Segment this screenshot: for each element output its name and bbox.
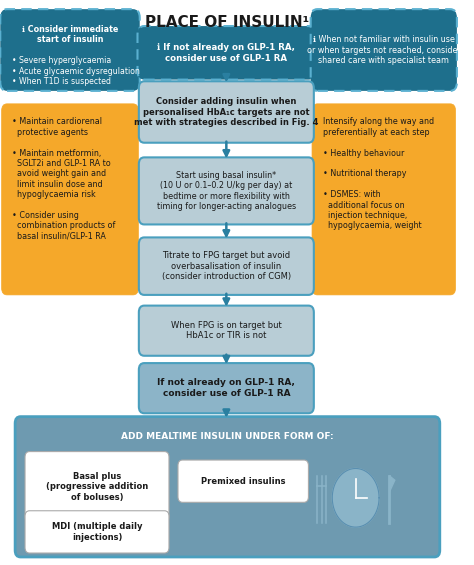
- Text: • Severe hyperglycaemia
• Acute glycaemic dysregulation
• When T1D is suspected: • Severe hyperglycaemia • Acute glycaemi…: [11, 56, 139, 86]
- FancyBboxPatch shape: [139, 237, 314, 295]
- FancyBboxPatch shape: [139, 81, 314, 143]
- FancyBboxPatch shape: [15, 416, 440, 557]
- Text: Premixed insulins: Premixed insulins: [201, 477, 285, 486]
- Text: Start using basal insulin*
(10 U or 0.1–0.2 U/kg per day) at
bedtime or more fle: Start using basal insulin* (10 U or 0.1–…: [157, 171, 296, 211]
- Text: If not already on GLP-1 RA,
consider use of GLP-1 RA: If not already on GLP-1 RA, consider use…: [157, 379, 295, 398]
- FancyBboxPatch shape: [0, 9, 140, 91]
- Text: Intensify along the way and
preferentially at each step

• Healthy behaviour

• : Intensify along the way and preferential…: [323, 118, 434, 231]
- Text: PLACE OF INSULIN¹: PLACE OF INSULIN¹: [146, 15, 310, 30]
- FancyBboxPatch shape: [1, 104, 138, 295]
- Text: ℹ Consider immediate
start of insulin: ℹ Consider immediate start of insulin: [22, 25, 118, 44]
- Text: Consider adding insulin when
personalised HbA₁c targets are not
met with strateg: Consider adding insulin when personalise…: [134, 97, 319, 127]
- Text: When FPG is on target but
HbA1c or TIR is not: When FPG is on target but HbA1c or TIR i…: [171, 321, 282, 340]
- Text: MDI (multiple daily
injections): MDI (multiple daily injections): [52, 522, 142, 542]
- Polygon shape: [332, 468, 379, 527]
- FancyBboxPatch shape: [312, 104, 456, 295]
- Text: • Maintain cardiorenal
  protective agents

• Maintain metformin,
  SGLT2i and G: • Maintain cardiorenal protective agents…: [12, 118, 116, 241]
- FancyBboxPatch shape: [310, 9, 457, 91]
- FancyBboxPatch shape: [139, 306, 314, 356]
- Polygon shape: [390, 476, 395, 492]
- FancyBboxPatch shape: [25, 511, 169, 553]
- FancyBboxPatch shape: [139, 158, 314, 224]
- Text: ADD MEALTIME INSULIN UNDER FORM OF:: ADD MEALTIME INSULIN UNDER FORM OF:: [121, 432, 334, 441]
- FancyBboxPatch shape: [25, 451, 169, 522]
- Text: ℹ When not familiar with insulin use
or when targets not reached, consider
share: ℹ When not familiar with insulin use or …: [307, 35, 461, 65]
- Text: Basal plus
(progressive addition
of boluses): Basal plus (progressive addition of bolu…: [46, 472, 148, 502]
- FancyBboxPatch shape: [139, 363, 314, 413]
- FancyBboxPatch shape: [137, 26, 315, 80]
- FancyBboxPatch shape: [178, 460, 309, 502]
- Text: ℹ If not already on GLP-1 RA,
consider use of GLP-1 RA: ℹ If not already on GLP-1 RA, consider u…: [157, 43, 295, 63]
- Text: Titrate to FPG target but avoid
overbasalisation of insulin
(consider introducti: Titrate to FPG target but avoid overbasa…: [162, 251, 291, 281]
